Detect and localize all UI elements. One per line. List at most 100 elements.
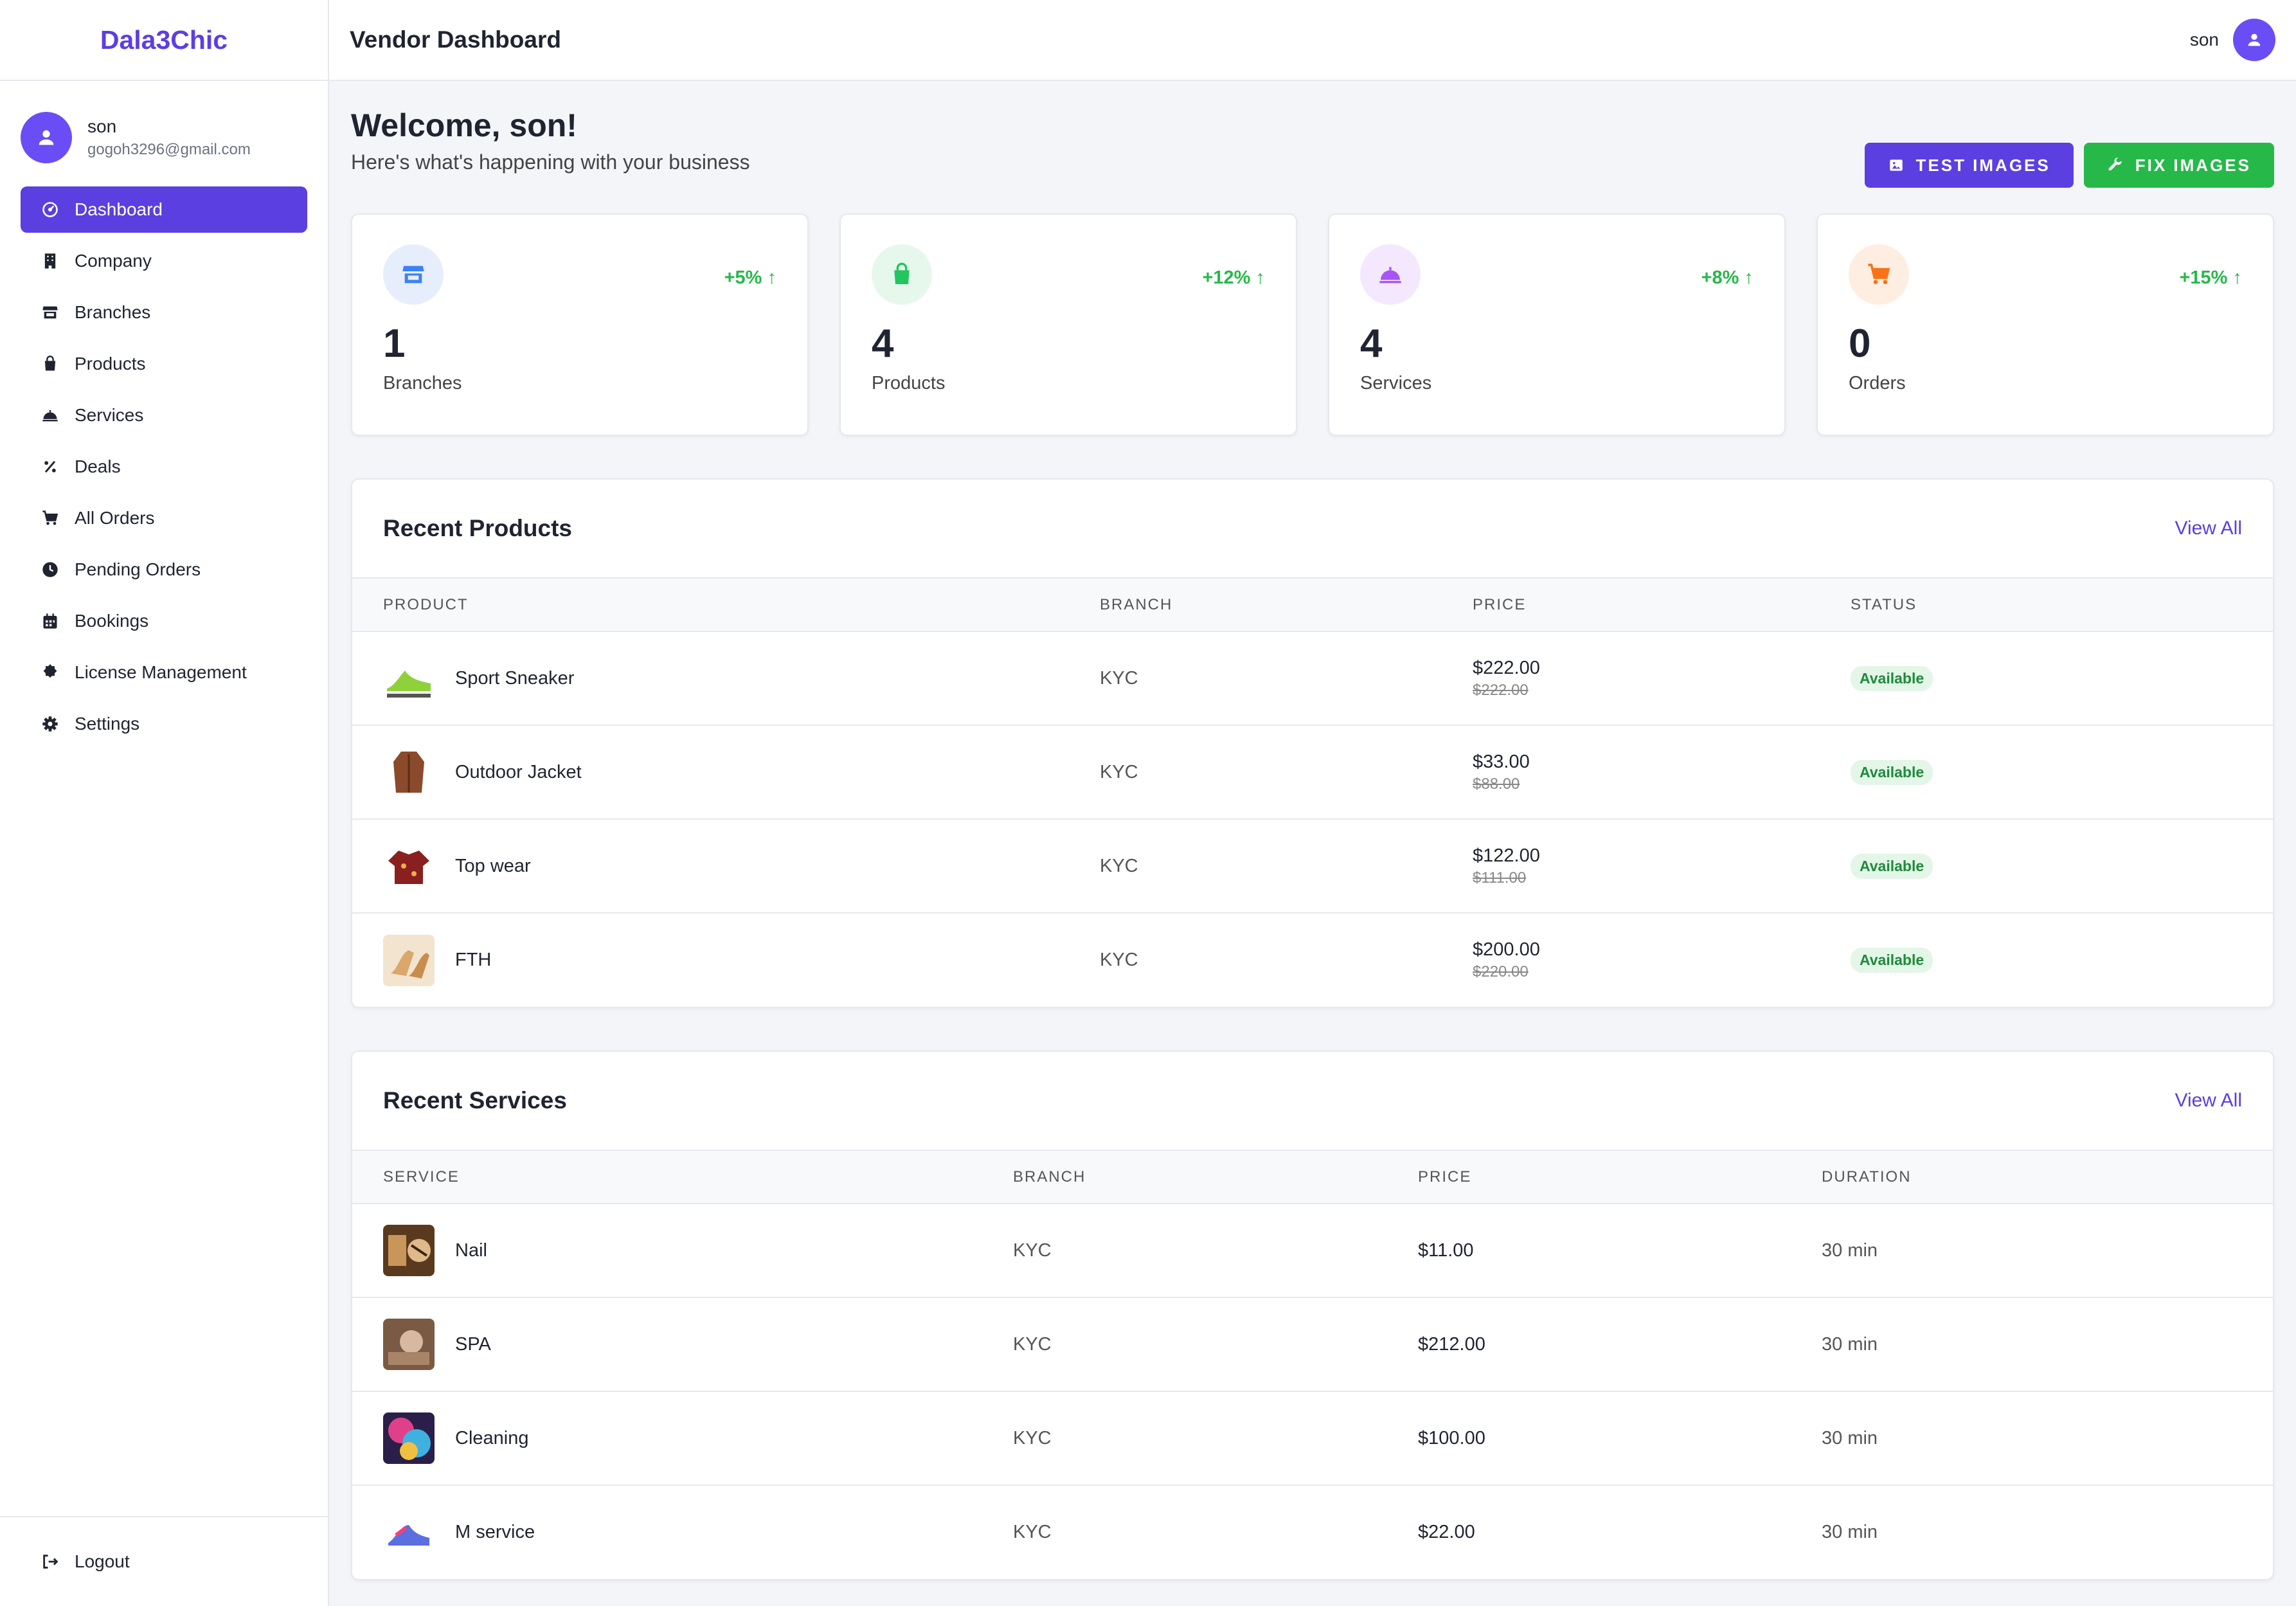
user-icon <box>39 130 54 145</box>
cart-icon <box>40 508 60 528</box>
spa-thumbnail <box>383 1319 435 1370</box>
product-price: $200.00 <box>1473 939 1540 960</box>
stat-change: +12% ↑ <box>1202 267 1265 288</box>
top-user-menu[interactable]: son <box>2190 19 2275 61</box>
product-price: $222.00 <box>1473 657 1540 678</box>
sidebar-item-settings[interactable]: Settings <box>21 701 307 747</box>
recent-services-panel: Recent Services View All SERVICE BRANCH … <box>351 1051 2274 1580</box>
table-row[interactable]: Cleaning KYC $100.00 30 min <box>352 1391 2273 1485</box>
stat-card-branches[interactable]: +5% ↑ 1 Branches <box>351 213 809 436</box>
sidebar-item-label: Company <box>75 251 152 271</box>
sidebar-item-label: Pending Orders <box>75 559 201 579</box>
table-row[interactable]: FTH KYC $200.00 $220.00 Available <box>352 913 2273 1007</box>
test-images-label: TEST IMAGES <box>1915 155 2050 175</box>
sidebar-item-services[interactable]: Services <box>21 392 307 438</box>
user-profile: son gogoh3296@gmail.com <box>0 81 328 186</box>
recent-products-panel: Recent Products View All PRODUCT BRANCH … <box>351 478 2274 1008</box>
sidebar-item-license-management[interactable]: License Management <box>21 649 307 696</box>
store-icon <box>402 266 424 284</box>
sidebar-nav: Dashboard Company Branches Products Serv… <box>0 186 328 747</box>
sidebar-item-pending-orders[interactable]: Pending Orders <box>21 546 307 593</box>
sidebar-item-label: Dashboard <box>75 199 163 219</box>
service-duration: 30 min <box>1822 1333 1878 1355</box>
shopping-bag-icon <box>40 354 60 374</box>
sidebar-item-products[interactable]: Products <box>21 341 307 387</box>
table-row[interactable]: Outdoor Jacket KYC $33.00 $88.00 Availabl… <box>352 725 2273 819</box>
table-row[interactable]: SPA KYC $212.00 30 min <box>352 1297 2273 1391</box>
sidebar-item-company[interactable]: Company <box>21 238 307 284</box>
column-header[interactable]: SERVICE <box>383 1168 460 1186</box>
product-name: Top wear <box>455 855 531 876</box>
column-header[interactable]: DURATION <box>1822 1168 1912 1186</box>
logout-icon <box>40 1551 60 1572</box>
product-branch: KYC <box>1100 667 1138 689</box>
nail-thumbnail <box>383 1225 435 1276</box>
table-row[interactable]: Nail KYC $11.00 30 min <box>352 1204 2273 1297</box>
sidebar-item-branches[interactable]: Branches <box>21 289 307 336</box>
column-header[interactable]: BRANCH <box>1013 1168 1086 1186</box>
service-branch: KYC <box>1013 1333 1052 1355</box>
stat-card-services[interactable]: +8% ↑ 4 Services <box>1328 213 1786 436</box>
product-name: FTH <box>455 950 492 970</box>
jacket-thumbnail <box>383 746 435 798</box>
service-duration: 30 min <box>1822 1240 1878 1261</box>
user-icon <box>2248 33 2261 46</box>
sidebar-item-dashboard[interactable]: Dashboard <box>21 186 307 233</box>
status-badge: Available <box>1851 665 1933 691</box>
service-bell-icon <box>40 405 60 426</box>
brand-logo[interactable]: Dala3Chic <box>0 0 328 81</box>
stat-label: Services <box>1360 373 1432 393</box>
column-header[interactable]: BRANCH <box>1100 595 1173 613</box>
logout-button[interactable]: Logout <box>0 1516 328 1606</box>
heels-thumbnail <box>383 934 435 986</box>
panel-header: Recent Products View All <box>352 480 2273 579</box>
product-old-price: $222.00 <box>1473 681 1529 699</box>
sidebar-item-label: Products <box>75 354 146 374</box>
fix-images-label: FIX IMAGES <box>2135 155 2251 175</box>
top-wear-thumbnail <box>383 840 435 892</box>
panel-header: Recent Services View All <box>352 1052 2273 1151</box>
stats-cards: +5% ↑ 1 Branches +12% ↑ 4 Products +8% ↑… <box>351 213 2274 436</box>
top-username: son <box>2189 30 2219 50</box>
table-row[interactable]: Top wear KYC $122.00 $111.00 Available <box>352 819 2273 913</box>
panel-title: Recent Services <box>383 1087 567 1114</box>
stat-card-products[interactable]: +12% ↑ 4 Products <box>839 213 1297 436</box>
service-branch: KYC <box>1013 1427 1052 1448</box>
table-row[interactable]: M service KYC $22.00 30 min <box>352 1485 2273 1579</box>
stat-icon-wrap <box>1360 244 1421 305</box>
stat-label: Products <box>872 373 946 393</box>
sneaker-thumbnail <box>383 653 435 704</box>
table-row[interactable]: Sport Sneaker KYC $222.00 $222.00 Availab… <box>352 631 2273 725</box>
stat-card-orders[interactable]: +15% ↑ 0 Orders <box>1816 213 2274 436</box>
view-all-services-link[interactable]: View All <box>2175 1090 2242 1111</box>
column-header[interactable]: PRICE <box>1418 1168 1472 1186</box>
product-branch: KYC <box>1100 761 1138 782</box>
service-duration: 30 min <box>1822 1427 1878 1448</box>
view-all-products-link[interactable]: View All <box>2175 518 2242 539</box>
product-branch: KYC <box>1100 855 1138 876</box>
column-header[interactable]: PRICE <box>1473 595 1527 613</box>
stat-icon-wrap <box>872 244 932 305</box>
sidebar-item-bookings[interactable]: Bookings <box>21 598 307 644</box>
status-badge: Available <box>1851 759 1933 785</box>
stat-change: +15% ↑ <box>2179 267 2242 288</box>
sidebar-item-all-orders[interactable]: All Orders <box>21 495 307 541</box>
services-table: SERVICE BRANCH PRICE DURATION Nail KYC $… <box>352 1151 2273 1579</box>
m-service-thumbnail <box>383 1506 435 1558</box>
cart-icon <box>1868 264 1890 284</box>
product-old-price: $88.00 <box>1473 775 1520 793</box>
product-old-price: $111.00 <box>1473 869 1527 887</box>
avatar[interactable] <box>21 112 72 163</box>
sidebar-item-label: Services <box>75 405 144 425</box>
column-header[interactable]: PRODUCT <box>383 595 469 613</box>
gear-icon <box>40 714 60 734</box>
product-old-price: $220.00 <box>1473 963 1529 980</box>
test-images-button[interactable]: TEST IMAGES <box>1864 143 2074 188</box>
topbar: Vendor Dashboard son <box>329 0 2296 81</box>
store-icon <box>40 302 60 323</box>
column-header[interactable]: STATUS <box>1851 595 1917 613</box>
top-avatar[interactable] <box>2233 19 2275 61</box>
sidebar-item-deals[interactable]: Deals <box>21 444 307 490</box>
building-icon <box>40 251 60 271</box>
fix-images-button[interactable]: FIX IMAGES <box>2083 143 2274 188</box>
